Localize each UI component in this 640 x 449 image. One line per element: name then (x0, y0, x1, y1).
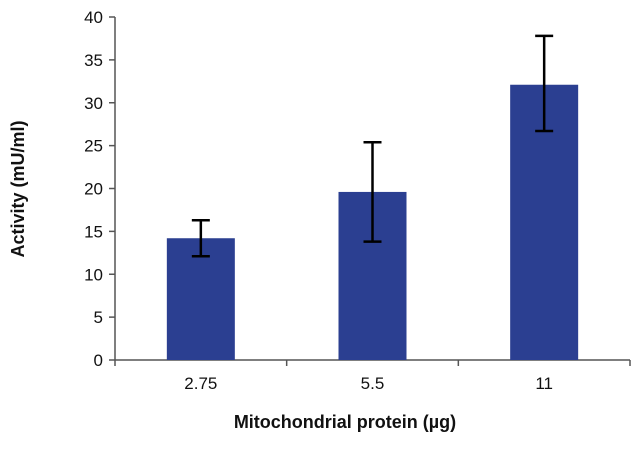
y-tick-label: 20 (84, 180, 103, 199)
bars (166, 84, 579, 361)
x-tick-label: 2.75 (184, 374, 217, 393)
error-bar (191, 218, 210, 258)
x-tick-label: 11 (535, 374, 553, 393)
x-axis-title: Mitochondrial protein (µg) (234, 412, 456, 432)
x-axis: 2.75 5.5 11 (114, 359, 631, 393)
y-axis: 0 5 10 15 20 25 30 35 40 (84, 8, 116, 370)
y-tick-label: 15 (84, 222, 103, 241)
error-bar (535, 34, 554, 133)
y-tick-label: 35 (84, 51, 103, 70)
y-tick-label: 30 (84, 94, 103, 113)
error-bars (191, 34, 554, 258)
y-tick-label: 25 (84, 137, 103, 156)
x-tick-label: 5.5 (361, 374, 385, 393)
y-tick-label: 5 (94, 308, 103, 327)
y-tick-label: 10 (84, 265, 103, 284)
error-bar (363, 140, 382, 243)
y-axis-title: Activity (mU/ml) (8, 120, 28, 257)
y-tick-label: 40 (84, 8, 103, 27)
y-tick-label: 0 (94, 351, 103, 370)
bar (166, 238, 235, 360)
